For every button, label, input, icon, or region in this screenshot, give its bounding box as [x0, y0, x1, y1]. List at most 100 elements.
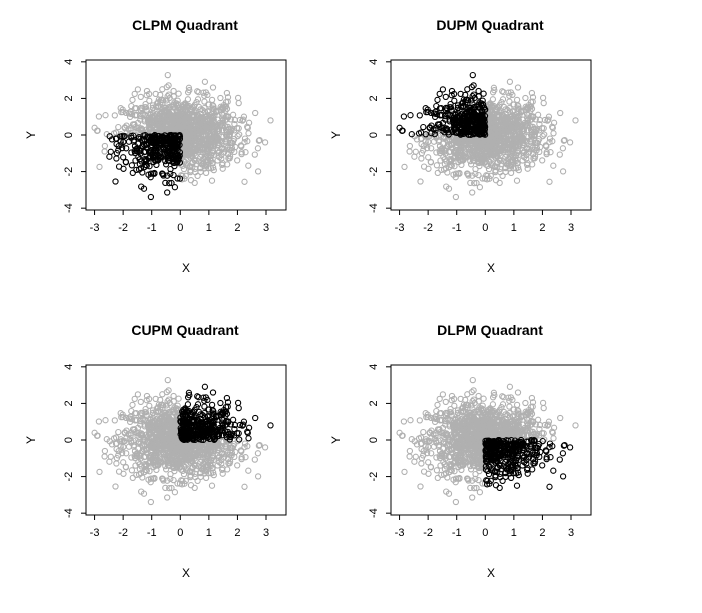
- data-point-grey: [224, 123, 232, 131]
- data-point-grey: [433, 467, 441, 474]
- x-tick-label: 2: [539, 222, 545, 234]
- data-point-grey: [488, 160, 495, 167]
- data-point-highlight: [164, 172, 171, 179]
- data-point-grey: [115, 428, 122, 436]
- data-point-grey: [189, 159, 196, 167]
- data-point-grey: [474, 147, 481, 155]
- data-point-grey: [556, 151, 563, 158]
- x-tick-label: -1: [147, 527, 157, 539]
- data-point-grey: [479, 175, 486, 182]
- data-point-grey: [499, 123, 507, 131]
- data-point-grey: [209, 113, 217, 121]
- data-point-grey: [487, 172, 494, 179]
- data-point-grey: [261, 444, 269, 451]
- data-point-grey: [188, 144, 195, 151]
- data-point-highlight: [106, 133, 113, 140]
- data-point-grey: [95, 113, 103, 120]
- data-point-grey: [245, 467, 252, 474]
- data-point-grey: [475, 171, 482, 179]
- data-point-highlight: [107, 148, 114, 155]
- data-point-highlight: [158, 138, 165, 145]
- data-point-grey: [154, 103, 161, 111]
- data-point-grey: [438, 166, 445, 174]
- data-point-grey: [189, 112, 197, 120]
- data-point-grey: [91, 124, 98, 131]
- data-point-grey: [428, 145, 435, 152]
- data-point-grey: [490, 152, 498, 159]
- x-tick-label: -1: [452, 222, 462, 234]
- data-point-grey: [489, 401, 497, 408]
- data-point-grey: [141, 118, 148, 125]
- y-tick-label: 4: [63, 364, 75, 370]
- scatter-points: [396, 71, 579, 201]
- data-point-highlight: [164, 189, 171, 196]
- data-point-grey: [488, 106, 495, 113]
- data-point-grey: [529, 151, 537, 158]
- data-point-grey: [203, 141, 211, 148]
- data-point-grey: [176, 118, 183, 125]
- data-point-grey: [559, 145, 567, 152]
- data-point-grey: [543, 150, 550, 158]
- data-point-grey: [208, 482, 216, 489]
- data-point-grey: [112, 129, 120, 136]
- data-point-highlight: [145, 171, 152, 178]
- data-point-grey: [143, 87, 151, 95]
- data-point-grey: [131, 121, 138, 128]
- data-point-grey: [225, 155, 232, 162]
- data-point-grey: [509, 154, 517, 161]
- data-point-grey: [204, 154, 212, 161]
- data-point-grey: [238, 150, 245, 158]
- panel-title: DUPM Quadrant: [436, 17, 544, 33]
- data-point-grey: [137, 107, 145, 114]
- data-point-grey: [201, 98, 208, 105]
- data-point-grey: [537, 143, 544, 151]
- data-point-grey: [463, 154, 470, 161]
- data-point-highlight: [169, 147, 176, 155]
- data-point-grey: [417, 483, 424, 490]
- data-point-grey: [181, 139, 189, 147]
- y-tick-label: 2: [63, 95, 75, 101]
- scatter-points: [91, 71, 274, 201]
- data-point-grey: [412, 148, 419, 155]
- data-point-highlight: [134, 148, 141, 155]
- data-point-grey: [225, 114, 232, 121]
- data-point-grey: [545, 113, 553, 120]
- data-point-grey: [229, 111, 237, 118]
- data-point-grey: [142, 100, 149, 108]
- data-point-grey: [505, 126, 512, 134]
- data-point-grey: [514, 101, 521, 109]
- data-point-grey: [251, 456, 258, 463]
- x-tick-label: 0: [177, 527, 183, 539]
- data-point-grey: [164, 71, 171, 79]
- data-point-grey: [546, 139, 553, 146]
- data-point-grey: [195, 89, 202, 96]
- data-point-grey: [195, 116, 202, 123]
- data-point-grey: [224, 151, 232, 158]
- data-point-grey: [524, 165, 531, 172]
- x-tick-label: 2: [234, 527, 240, 539]
- data-point-grey: [476, 489, 484, 496]
- data-point-grey: [534, 416, 542, 423]
- data-point-grey: [529, 144, 537, 151]
- data-point-grey: [501, 135, 508, 143]
- data-point-grey: [224, 98, 231, 105]
- data-point-highlight: [148, 134, 155, 141]
- data-point-highlight: [121, 132, 128, 140]
- data-point-grey: [164, 376, 171, 384]
- data-point-highlight: [147, 193, 155, 201]
- data-point-highlight: [169, 144, 176, 151]
- data-point-highlight: [170, 171, 177, 179]
- y-axis-label: Y: [329, 131, 343, 139]
- data-point-grey: [206, 132, 214, 139]
- data-point-grey: [159, 97, 167, 104]
- data-point-grey: [113, 460, 120, 467]
- data-point-highlight: [235, 404, 242, 412]
- data-point-highlight: [151, 135, 158, 142]
- data-point-grey: [559, 168, 567, 175]
- x-tick-label: -3: [90, 222, 100, 234]
- data-point-highlight: [168, 179, 175, 187]
- data-point-grey: [503, 117, 510, 124]
- x-axis-label: X: [487, 261, 495, 275]
- data-point-grey: [216, 153, 223, 161]
